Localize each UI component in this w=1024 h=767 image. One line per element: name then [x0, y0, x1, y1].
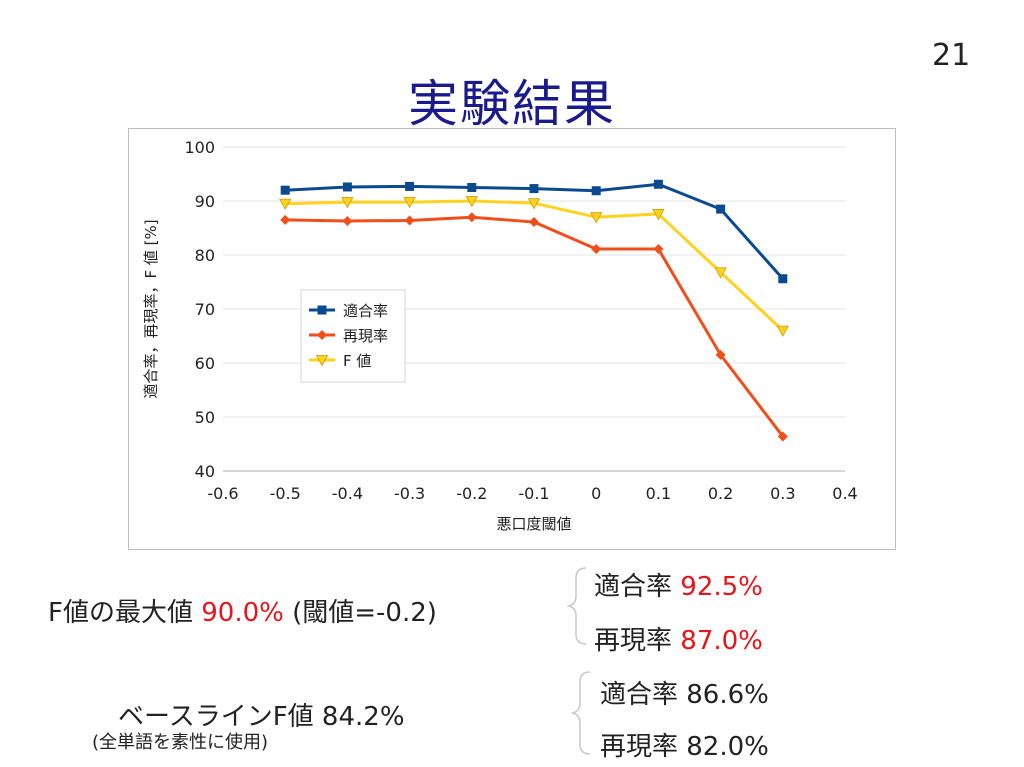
data-point-1 — [591, 186, 601, 196]
best-recall-value: 87.0% — [680, 626, 763, 656]
best-recall-label: 再現率 — [594, 626, 673, 656]
best-f-threshold: (閾値=-0.2) — [292, 598, 437, 628]
x-tick-label: -0.1 — [518, 484, 549, 503]
best-brace — [566, 567, 587, 645]
data-point-2 — [529, 217, 539, 228]
legend-label-3: F 値 — [343, 352, 371, 370]
data-point-1 — [280, 185, 290, 195]
line-chart: 40 50 60 70 80 90 100 -0.6 -0.5 -0.4 -0.3 -0.2 -0.1 0… — [128, 128, 896, 550]
y-tick-label: 40 — [195, 462, 215, 481]
best-f-value: 90.0% — [201, 598, 284, 628]
y-tick-label: 80 — [195, 246, 215, 265]
data-point-2 — [404, 215, 415, 226]
data-point-3 — [590, 212, 603, 224]
x-tick-label: 0.3 — [770, 484, 795, 503]
data-point-2 — [342, 215, 353, 226]
y-tick-label: 50 — [195, 408, 215, 427]
x-tick-label: -0.4 — [332, 484, 363, 503]
baseline-summary: ベースラインF値 84.2% — [118, 696, 405, 733]
best-recall: 再現率 87.0% — [594, 620, 763, 657]
data-point-2 — [591, 244, 602, 255]
data-point-2 — [280, 214, 291, 225]
data-point-1 — [653, 179, 663, 189]
y-tick-label: 90 — [195, 192, 215, 211]
data-point-1 — [529, 184, 539, 194]
legend-label-1: 適合率 — [343, 302, 388, 320]
legend-label-2: 再現率 — [343, 327, 388, 345]
slide-title: 実験結果 — [408, 75, 616, 133]
data-point-3 — [652, 209, 665, 221]
data-point-3 — [465, 196, 478, 208]
best-precision: 適合率 92.5% — [594, 566, 763, 603]
baseline-label: ベースラインF値 — [118, 702, 314, 732]
x-axis-title: 悪口度閾値 — [496, 515, 571, 533]
data-point-1 — [778, 274, 788, 284]
best-f-summary: F値の最大値 90.0% (閾値=-0.2) — [48, 592, 437, 629]
y-tick-label: 70 — [195, 300, 215, 319]
best-precision-label: 適合率 — [594, 572, 673, 602]
best-f-label: F値の最大値 — [48, 598, 193, 628]
x-tick-label: -0.3 — [394, 484, 425, 503]
x-tick-label: 0.4 — [832, 484, 857, 503]
data-point-1 — [716, 204, 726, 214]
data-point-3 — [776, 325, 789, 337]
x-tick-label: 0 — [591, 484, 601, 503]
x-tick-label: -0.2 — [456, 484, 487, 503]
data-point-1 — [405, 181, 415, 191]
x-tick-label: 0.1 — [646, 484, 671, 503]
chart-svg: 40 50 60 70 80 90 100 -0.6 -0.5 -0.4 -0.3 -0.2 -0.1 0… — [142, 138, 858, 533]
data-point-2 — [653, 244, 664, 255]
x-tick-label: -0.6 — [207, 484, 238, 503]
x-tick-label: 0.2 — [708, 484, 733, 503]
data-point-3 — [714, 267, 727, 279]
data-point-2 — [715, 349, 726, 360]
baseline-note: (全単語を素性に使用) — [92, 732, 269, 753]
legend-marker-3 — [315, 355, 329, 367]
y-tick-label: 100 — [184, 138, 215, 157]
data-point-1 — [342, 182, 352, 192]
legend-marker-2 — [317, 330, 327, 340]
baseline-precision: 適合率 86.6% — [600, 680, 769, 710]
data-point-1 — [467, 183, 477, 192]
y-axis-title: 適合率，再現率，F 値 [%] — [142, 219, 160, 398]
data-point-2 — [466, 212, 477, 223]
baseline-value: 84.2% — [321, 702, 405, 732]
best-precision-value: 92.5% — [680, 572, 763, 602]
data-point-3 — [403, 197, 416, 209]
x-tick-label: -0.5 — [270, 484, 301, 503]
y-tick-label: 60 — [195, 354, 215, 373]
baseline-recall: 再現率 82.0% — [600, 732, 769, 762]
data-point-3 — [341, 197, 354, 209]
data-point-3 — [279, 198, 292, 211]
baseline-brace — [570, 671, 591, 755]
data-point-3 — [527, 198, 541, 210]
page-number: 21 — [932, 38, 971, 73]
data-point-2 — [777, 431, 788, 442]
legend-marker-1 — [317, 305, 327, 315]
